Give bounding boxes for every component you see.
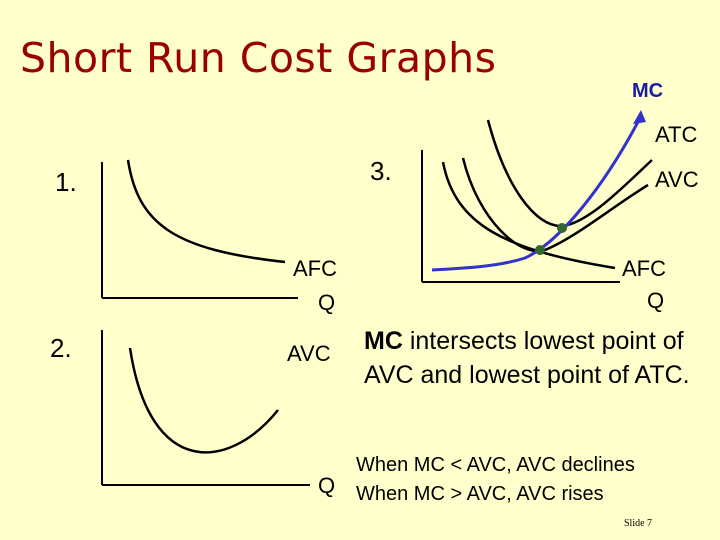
graph1-number: 1. <box>55 167 77 197</box>
graph3-mc-curve <box>431 117 642 272</box>
graph3-avc-label: AVC <box>655 167 699 192</box>
rule-mc-below-avc: When MC < AVC, AVC declines <box>356 454 635 476</box>
page-title: Short Run Cost Graphs <box>20 34 497 82</box>
avc-min-intersection-dot <box>535 245 545 255</box>
graph3-axes <box>421 150 620 283</box>
graph2-axes <box>101 330 310 486</box>
graph1-afc-curve <box>126 159 286 264</box>
graph2-avc-label: AVC <box>287 341 331 366</box>
graph1-q-label: Q <box>318 290 336 315</box>
graph2-number: 2. <box>50 333 72 363</box>
graph1-afc-label: AFC <box>293 256 337 281</box>
atc-min-intersection-dot <box>557 223 567 233</box>
graph3-atc-label: ATC <box>655 122 698 147</box>
note-mc-word: MC <box>364 327 403 355</box>
mc-intersection-note: MC intersects lowest point of AVC and lo… <box>364 324 709 392</box>
graph3-afc-label: AFC <box>622 256 666 281</box>
graph3-q-label: Q <box>647 288 665 313</box>
graph3-afc-curve <box>441 161 616 270</box>
slide-number: Slide 7 <box>624 518 653 529</box>
graph3-atc-curve <box>486 119 653 228</box>
graph2-q-label: Q <box>318 473 336 498</box>
mc-arrowhead <box>633 110 646 124</box>
graph2-avc-curve <box>128 347 279 454</box>
graph3-number: 3. <box>370 156 392 186</box>
note-text: intersects lowest point of AVC and lowes… <box>364 327 690 389</box>
graph3-mc-label: MC <box>632 80 664 102</box>
graph1-axes <box>101 162 298 299</box>
rule-mc-above-avc: When MC > AVC, AVC rises <box>356 483 604 505</box>
